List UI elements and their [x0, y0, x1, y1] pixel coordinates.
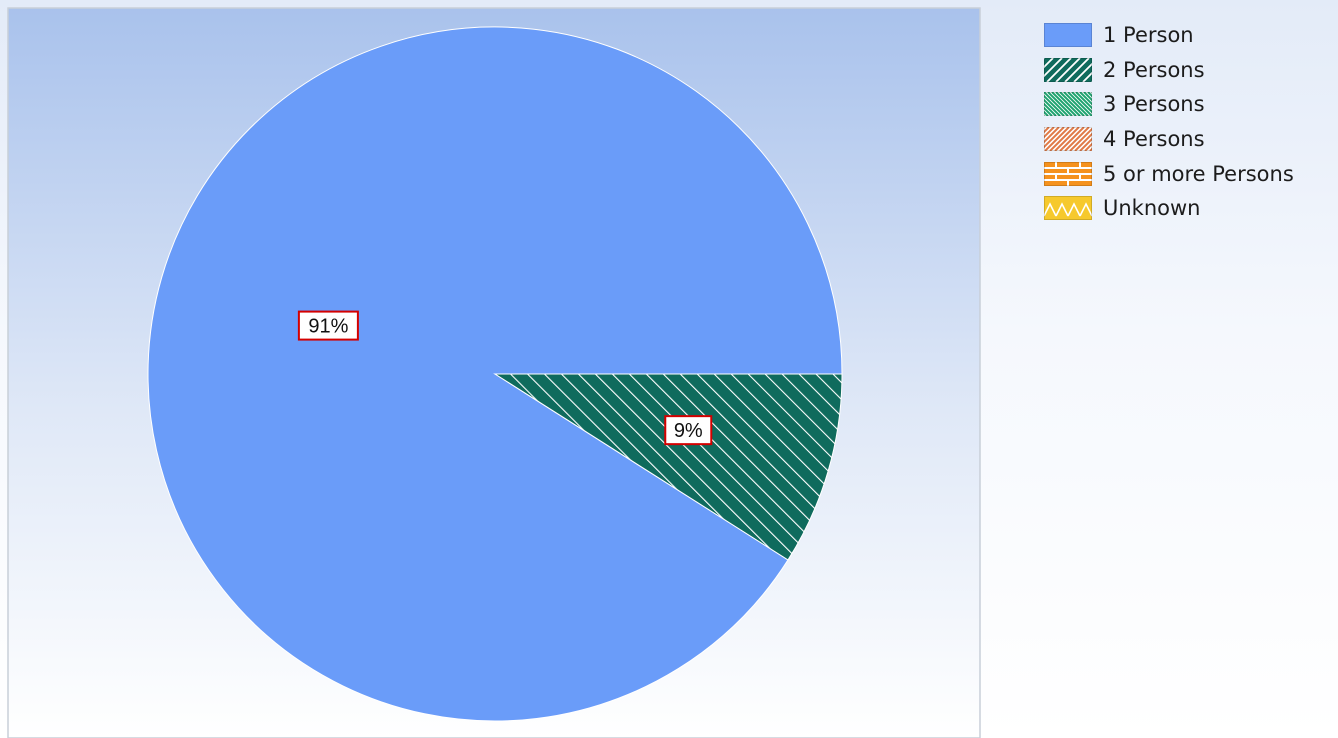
legend-label: 5 or more Persons: [1103, 161, 1294, 186]
legend: 1 Person 2 Persons 3 Persons 4 Persons 5 or …: [1044, 18, 1294, 226]
legend-item-5-or-more-persons: 5 or more Persons: [1044, 156, 1294, 191]
data-label-text: 91%: [308, 316, 348, 338]
legend-item-unknown: Unknown: [1044, 191, 1294, 226]
pie-data-labels: 91% 9%: [297, 310, 713, 446]
legend-label: 2 Persons: [1103, 57, 1205, 82]
fine-diagonal-hatch-swatch-icon: [1044, 92, 1092, 117]
diagonal-hatch-swatch-icon: [1044, 57, 1092, 82]
data-label-1: 91%: [297, 310, 359, 341]
legend-label: Unknown: [1103, 196, 1201, 221]
legend-item-3-persons: 3 Persons: [1044, 87, 1294, 122]
data-label-2: 9%: [664, 415, 713, 446]
diagonal-hatch-swatch-icon: [1044, 127, 1092, 152]
zigzag-pattern-swatch-icon: [1044, 196, 1092, 221]
legend-label: 4 Persons: [1103, 127, 1205, 152]
data-label-text: 9%: [674, 420, 703, 442]
legend-item-1-person: 1 Person: [1044, 18, 1294, 53]
pie-slices: [147, 26, 843, 722]
legend-item-2-persons: 2 Persons: [1044, 53, 1294, 88]
legend-item-4-persons: 4 Persons: [1044, 122, 1294, 157]
solid-swatch-icon: [1044, 23, 1092, 48]
brick-pattern-swatch-icon: [1044, 161, 1092, 186]
legend-label: 3 Persons: [1103, 92, 1205, 117]
pie-slice-2-persons: [493, 373, 843, 561]
legend-label: 1 Person: [1103, 23, 1194, 48]
